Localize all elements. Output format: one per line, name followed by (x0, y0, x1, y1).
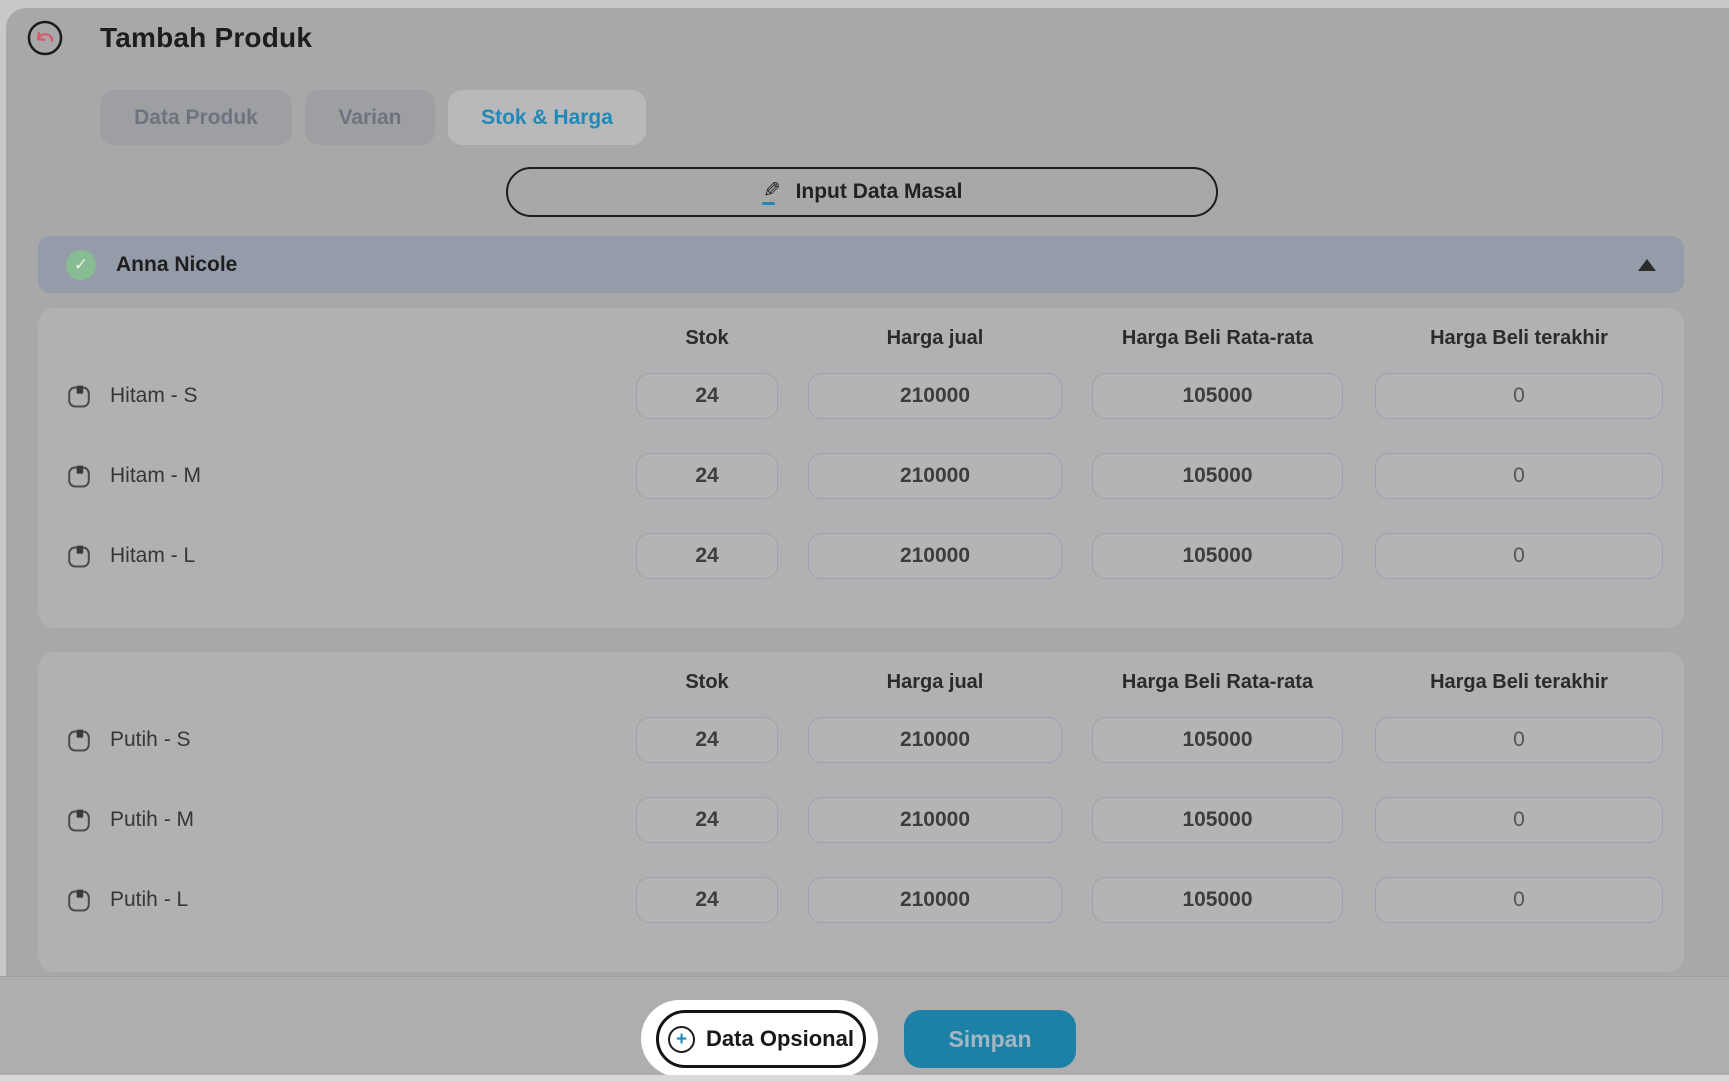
tab-varian[interactable]: Varian (305, 90, 435, 145)
undo-back-icon (26, 20, 64, 60)
tab-data-produk[interactable]: Data Produk (100, 90, 292, 145)
variant-group-card-hitam: Stok Harga jual Harga Beli Rata-rata Har… (38, 308, 1684, 628)
harga-beli-rata-input[interactable] (1092, 797, 1343, 843)
harga-beli-rata-input[interactable] (1092, 877, 1343, 923)
variant-cell: Putih - L (66, 876, 188, 924)
variant-cell: Putih - M (66, 796, 194, 844)
column-header-stok: Stok (685, 327, 729, 349)
table-row: Putih - L (38, 876, 1684, 924)
table-row: Hitam - S (38, 372, 1684, 420)
harga-jual-input[interactable] (808, 453, 1062, 499)
package-icon (66, 807, 92, 834)
package-icon (66, 463, 92, 490)
table-row: Putih - S (38, 716, 1684, 764)
tab-stok-harga[interactable]: Stok & Harga (448, 90, 646, 145)
collapse-chevron-icon (1638, 258, 1656, 271)
variant-group-card-putih: Stok Harga jual Harga Beli Rata-rata Har… (38, 652, 1684, 972)
check-circle-icon: ✓ (66, 249, 96, 280)
product-name: Anna Nicole (116, 252, 238, 276)
variant-label: Putih - S (110, 728, 191, 751)
window-edge-bottom (0, 1075, 1729, 1081)
stok-input[interactable] (636, 877, 778, 923)
stok-input[interactable] (636, 797, 778, 843)
data-opsional-button[interactable]: + Data Opsional (656, 1010, 866, 1068)
harga-beli-rata-input[interactable] (1092, 533, 1343, 579)
column-header-harga-beli-terakhir: Harga Beli terakhir (1430, 327, 1608, 349)
variant-cell: Hitam - S (66, 372, 198, 420)
table-row: Hitam - L (38, 532, 1684, 580)
package-icon (66, 543, 92, 570)
variant-cell: Hitam - L (66, 532, 195, 580)
package-icon (66, 727, 92, 754)
column-header-stok: Stok (685, 671, 729, 693)
stok-input[interactable] (636, 373, 778, 419)
variant-label: Putih - L (110, 888, 189, 911)
harga-beli-terakhir-input[interactable] (1375, 533, 1663, 579)
column-header-harga-jual: Harga jual (886, 327, 984, 349)
harga-beli-rata-input[interactable] (1092, 717, 1343, 763)
harga-jual-input[interactable] (808, 533, 1062, 579)
variant-label: Hitam - L (110, 544, 196, 567)
simpan-button[interactable]: Simpan (904, 1010, 1076, 1068)
variant-cell: Putih - S (66, 716, 191, 764)
harga-beli-rata-input[interactable] (1092, 453, 1343, 499)
harga-jual-input[interactable] (808, 877, 1062, 923)
page-title: Tambah Produk (100, 22, 313, 53)
harga-beli-terakhir-input[interactable] (1375, 797, 1663, 843)
package-icon (66, 887, 92, 914)
back-button[interactable] (26, 19, 64, 57)
stok-input[interactable] (636, 453, 778, 499)
column-header-harga-jual: Harga jual (886, 671, 984, 693)
table-row: Putih - M (38, 796, 1684, 844)
input-data-masal-label: Input Data Masal (795, 180, 963, 203)
stok-input[interactable] (636, 533, 778, 579)
variant-label: Hitam - S (110, 384, 198, 407)
variant-label: Hitam - M (110, 464, 201, 487)
harga-jual-input[interactable] (808, 797, 1062, 843)
input-data-masal-button[interactable]: ✎ Input Data Masal (506, 167, 1218, 217)
variant-cell: Hitam - M (66, 452, 201, 500)
harga-beli-terakhir-input[interactable] (1375, 453, 1663, 499)
variant-label: Putih - M (110, 808, 195, 831)
column-header-harga-beli-rata: Harga Beli Rata-rata (1121, 671, 1314, 693)
harga-jual-input[interactable] (808, 373, 1062, 419)
window-edge-top (0, 0, 1729, 8)
column-header-harga-beli-terakhir: Harga Beli terakhir (1430, 671, 1608, 693)
column-header-harga-beli-rata: Harga Beli Rata-rata (1121, 327, 1314, 349)
pencil-icon: ✎ (761, 179, 783, 205)
plus-circle-icon: + (668, 1025, 696, 1053)
harga-jual-input[interactable] (808, 717, 1062, 763)
harga-beli-rata-input[interactable] (1092, 373, 1343, 419)
package-icon (66, 383, 92, 410)
harga-beli-terakhir-input[interactable] (1375, 717, 1663, 763)
stok-input[interactable] (636, 717, 778, 763)
product-section-header[interactable]: ✓ Anna Nicole (38, 236, 1684, 293)
data-opsional-label: Data Opsional (706, 1026, 854, 1051)
harga-beli-terakhir-input[interactable] (1375, 877, 1663, 923)
harga-beli-terakhir-input[interactable] (1375, 373, 1663, 419)
table-row: Hitam - M (38, 452, 1684, 500)
